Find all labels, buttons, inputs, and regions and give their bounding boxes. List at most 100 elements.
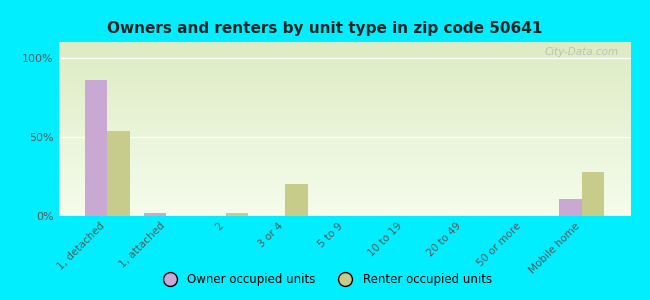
Bar: [58, 63, 630, 64]
Bar: [58, 194, 630, 195]
Bar: [58, 209, 630, 211]
Bar: [58, 58, 630, 59]
Bar: [58, 133, 630, 134]
Bar: [58, 66, 630, 68]
Bar: [84, 80, 107, 216]
Bar: [58, 152, 630, 153]
Bar: [58, 164, 630, 166]
Bar: [58, 171, 630, 172]
Bar: [58, 73, 630, 75]
Bar: [58, 202, 630, 204]
Bar: [58, 46, 630, 47]
Bar: [58, 56, 630, 58]
Bar: [58, 138, 630, 140]
Bar: [58, 131, 630, 133]
Bar: [58, 113, 630, 115]
Bar: [58, 70, 630, 72]
Bar: [58, 143, 630, 145]
Bar: [58, 99, 630, 101]
Bar: [58, 192, 630, 194]
Bar: [58, 176, 630, 178]
Bar: [58, 195, 630, 197]
Bar: [58, 92, 630, 94]
Bar: [58, 140, 630, 141]
Bar: [58, 118, 630, 120]
Bar: [58, 91, 630, 92]
Bar: [58, 134, 630, 136]
Bar: [226, 213, 248, 216]
Bar: [58, 212, 630, 214]
Bar: [58, 190, 630, 192]
Bar: [58, 72, 630, 73]
Bar: [58, 214, 630, 216]
Bar: [58, 122, 630, 124]
Bar: [58, 206, 630, 207]
Bar: [58, 178, 630, 179]
Bar: [58, 82, 630, 84]
Bar: [58, 174, 630, 176]
Bar: [58, 77, 630, 79]
Bar: [58, 59, 630, 61]
Bar: [582, 172, 604, 216]
Text: City-Data.com: City-Data.com: [545, 47, 619, 57]
Bar: [58, 51, 630, 52]
Bar: [58, 211, 630, 212]
Bar: [58, 112, 630, 113]
Bar: [58, 120, 630, 122]
Bar: [58, 181, 630, 183]
Bar: [58, 94, 630, 96]
Bar: [58, 199, 630, 200]
Bar: [58, 185, 630, 186]
Bar: [58, 141, 630, 143]
Bar: [58, 160, 630, 162]
Text: Owners and renters by unit type in zip code 50641: Owners and renters by unit type in zip c…: [107, 21, 543, 36]
Bar: [58, 96, 630, 98]
Bar: [285, 184, 307, 216]
Bar: [58, 188, 630, 190]
Bar: [58, 87, 630, 89]
Bar: [58, 124, 630, 125]
Bar: [58, 136, 630, 138]
Bar: [58, 146, 630, 148]
Bar: [58, 157, 630, 159]
Bar: [58, 61, 630, 63]
Bar: [58, 127, 630, 129]
Bar: [58, 172, 630, 174]
Bar: [58, 84, 630, 85]
Bar: [58, 117, 630, 118]
Bar: [107, 130, 129, 216]
Bar: [58, 106, 630, 108]
Bar: [58, 186, 630, 188]
Bar: [58, 75, 630, 77]
Bar: [58, 108, 630, 110]
Bar: [58, 167, 630, 169]
Bar: [58, 204, 630, 206]
Bar: [58, 64, 630, 66]
Bar: [58, 166, 630, 167]
Bar: [58, 85, 630, 87]
Bar: [58, 183, 630, 185]
Bar: [58, 125, 630, 127]
Bar: [58, 101, 630, 103]
Bar: [58, 89, 630, 91]
Bar: [58, 68, 630, 70]
Bar: [58, 148, 630, 150]
Bar: [58, 105, 630, 106]
Bar: [58, 179, 630, 181]
Bar: [58, 200, 630, 202]
Bar: [58, 145, 630, 146]
Bar: [58, 52, 630, 54]
Bar: [58, 129, 630, 131]
Bar: [58, 98, 630, 99]
Bar: [58, 115, 630, 117]
Bar: [58, 169, 630, 171]
Bar: [560, 199, 582, 216]
Bar: [58, 49, 630, 51]
Bar: [58, 54, 630, 56]
Bar: [58, 207, 630, 209]
Bar: [144, 213, 166, 216]
Bar: [58, 47, 630, 49]
Bar: [58, 162, 630, 164]
Bar: [58, 155, 630, 157]
Bar: [58, 153, 630, 155]
